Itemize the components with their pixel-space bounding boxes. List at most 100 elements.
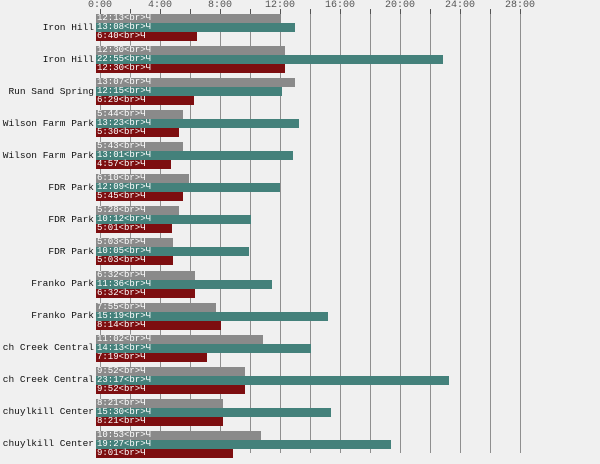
bar-value-label: 7:55<br>Ч bbox=[97, 302, 146, 312]
bar-2: 12:09<br>Ч bbox=[96, 183, 280, 192]
gridline bbox=[520, 14, 521, 453]
bar-2: 22:55<br>Ч bbox=[96, 55, 443, 64]
bar-1: 10:53<br>Ч bbox=[96, 431, 261, 440]
gridline bbox=[310, 14, 311, 453]
bar-value-label: 15:19<br>Ч bbox=[97, 311, 152, 321]
bar-1: 12:30<br>Ч bbox=[96, 46, 285, 55]
bar-2: 10:12<br>Ч bbox=[96, 215, 251, 224]
bar-value-label: 5:45<br>Ч bbox=[97, 191, 146, 201]
x-axis-tick bbox=[100, 9, 101, 14]
bar-1: 5:44<br>Ч bbox=[96, 110, 183, 119]
x-axis-tick bbox=[340, 9, 341, 14]
bar-1: 9:52<br>Ч bbox=[96, 367, 245, 376]
x-axis-tick bbox=[310, 9, 311, 14]
x-axis-tick-label: 24:00 bbox=[444, 0, 475, 11]
bar-value-label: 7:19<br>Ч bbox=[97, 352, 146, 362]
bar-2: 12:15<br>Ч bbox=[96, 87, 282, 96]
gridline bbox=[160, 14, 161, 453]
bar-2: 15:30<br>Ч bbox=[96, 408, 331, 417]
bar-3: 8:21<br>Ч bbox=[96, 417, 223, 426]
x-axis-tick bbox=[430, 9, 431, 14]
gridline bbox=[130, 14, 131, 453]
gridline bbox=[430, 14, 431, 453]
bar-value-label: 5:43<br>Ч bbox=[97, 141, 146, 151]
bar-2: 23:17<br>Ч bbox=[96, 376, 449, 385]
bar-value-label: 12:30<br>Ч bbox=[97, 45, 152, 55]
bar-value-label: 9:52<br>Ч bbox=[97, 366, 146, 376]
bar-value-label: 5:28<br>Ч bbox=[97, 205, 146, 215]
gridline bbox=[280, 14, 281, 453]
x-axis-tick bbox=[250, 9, 251, 14]
bar-3: 5:30<br>Ч bbox=[96, 128, 179, 137]
bar-1: 13:07<br>Ч bbox=[96, 78, 295, 87]
x-axis-tick-label: 4:00 bbox=[147, 0, 172, 11]
bar-value-label: 15:30<br>Ч bbox=[97, 407, 152, 417]
bar-value-label: 12:30<br>Ч bbox=[97, 63, 152, 73]
bar-2: 13:08<br>Ч bbox=[96, 23, 295, 32]
x-axis-tick bbox=[460, 9, 461, 14]
bar-value-label: 6:29<br>Ч bbox=[97, 95, 146, 105]
gridline bbox=[190, 14, 191, 453]
bar-3: 4:57<br>Ч bbox=[96, 160, 171, 169]
bar-3: 5:03<br>Ч bbox=[96, 256, 173, 265]
bar-value-label: 19:27<br>Ч bbox=[97, 439, 152, 449]
gridline bbox=[100, 14, 101, 453]
gridline bbox=[250, 14, 251, 453]
bar-value-label: 12:09<br>Ч bbox=[97, 182, 152, 192]
bar-value-label: 6:32<br>Ч bbox=[97, 288, 146, 298]
bar-value-label: 4:57<br>Ч bbox=[97, 159, 146, 169]
category-label: Iron Hill bbox=[42, 22, 94, 33]
bar-value-label: 22:55<br>Ч bbox=[97, 54, 152, 64]
bar-value-label: 5:03<br>Ч bbox=[97, 237, 146, 247]
x-axis-tick bbox=[220, 9, 221, 14]
x-axis-tick-label: 0:00 bbox=[87, 0, 112, 11]
bar-2: 11:36<br>Ч bbox=[96, 280, 272, 289]
bar-value-label: 9:01<br>Ч bbox=[97, 448, 146, 458]
bar-3: 8:14<br>Ч bbox=[96, 321, 221, 330]
bar-value-label: 6:10<br>Ч bbox=[97, 173, 146, 183]
bar-1: 6:32<br>Ч bbox=[96, 271, 195, 280]
bar-value-label: 13:07<br>Ч bbox=[97, 77, 152, 87]
bar-1: 12:13<br>Ч bbox=[96, 14, 281, 23]
bar-2: 15:19<br>Ч bbox=[96, 312, 328, 321]
bar-3: 9:52<br>Ч bbox=[96, 385, 245, 394]
bar-value-label: 8:21<br>Ч bbox=[97, 398, 146, 408]
gridline bbox=[460, 14, 461, 453]
bar-value-label: 5:44<br>Ч bbox=[97, 109, 146, 119]
bar-3: 6:29<br>Ч bbox=[96, 96, 194, 105]
gridline bbox=[340, 14, 341, 453]
bar-value-label: 11:02<br>Ч bbox=[97, 334, 152, 344]
x-axis-tick-label: 20:00 bbox=[384, 0, 415, 11]
gridline bbox=[490, 14, 491, 453]
bar-value-label: 12:13<br>Ч bbox=[97, 13, 152, 23]
bar-value-label: 9:52<br>Ч bbox=[97, 384, 146, 394]
bar-2: 14:13<br>Ч bbox=[96, 344, 311, 353]
bar-value-label: 11:36<br>Ч bbox=[97, 279, 152, 289]
x-axis-tick-label: 8:00 bbox=[207, 0, 232, 11]
x-axis-tick bbox=[400, 9, 401, 14]
bar-2: 13:01<br>Ч bbox=[96, 151, 293, 160]
bar-3: 12:30<br>Ч bbox=[96, 64, 285, 73]
bar-value-label: 10:12<br>Ч bbox=[97, 214, 152, 224]
category-label: FDR Park bbox=[48, 246, 94, 257]
category-label: Iron Hill bbox=[42, 54, 94, 65]
bar-value-label: 8:14<br>Ч bbox=[97, 320, 146, 330]
bar-3: 5:45<br>Ч bbox=[96, 192, 183, 201]
bar-3: 7:19<br>Ч bbox=[96, 353, 207, 362]
x-axis-tick bbox=[160, 9, 161, 14]
category-label: Run Sand Spring bbox=[8, 86, 94, 97]
bar-3: 6:32<br>Ч bbox=[96, 289, 195, 298]
x-axis-tick-label: 16:00 bbox=[324, 0, 355, 11]
bar-value-label: 10:53<br>Ч bbox=[97, 430, 152, 440]
category-label: Franko Park bbox=[31, 310, 94, 321]
bar-2: 13:23<br>Ч bbox=[96, 119, 299, 128]
bar-value-label: 14:13<br>Ч bbox=[97, 343, 152, 353]
bar-value-label: 10:05<br>Ч bbox=[97, 246, 152, 256]
bar-value-label: 5:30<br>Ч bbox=[97, 127, 146, 137]
bar-1: 8:21<br>Ч bbox=[96, 399, 223, 408]
category-label: FDR Park bbox=[48, 214, 94, 225]
bar-1: 6:10<br>Ч bbox=[96, 174, 189, 183]
gridline bbox=[220, 14, 221, 453]
category-label: chuylkill Center bbox=[2, 406, 94, 417]
